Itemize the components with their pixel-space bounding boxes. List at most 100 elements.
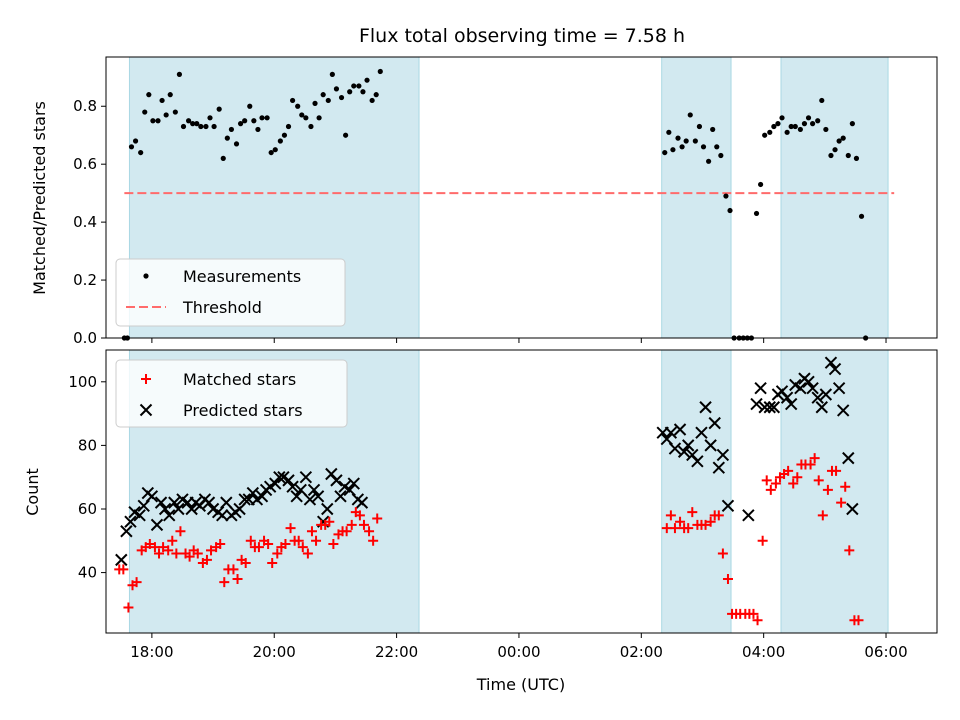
- matched-star-point: [722, 573, 733, 584]
- matched-star-point: [364, 526, 375, 537]
- predicted-star-point: [233, 502, 246, 516]
- predicted-star-point: [273, 470, 286, 484]
- measurement-point: [347, 89, 353, 95]
- predicted-star-point: [836, 404, 850, 417]
- matched-star-point: [783, 465, 794, 476]
- matched-star-point: [765, 484, 776, 495]
- measurement-point: [700, 144, 707, 150]
- predicted-star-point: [238, 493, 251, 506]
- predicted-star-point: [767, 401, 781, 414]
- matched-star-point: [228, 564, 239, 575]
- measurement-point: [320, 92, 326, 98]
- measurement-point: [228, 126, 235, 133]
- measurement-point: [351, 83, 357, 89]
- matched-star-point: [158, 542, 169, 553]
- legend-swatch-predicted: [139, 403, 153, 417]
- predicted-star-point: [828, 362, 842, 376]
- measurement-point: [299, 112, 305, 118]
- matched-star-point: [206, 545, 217, 556]
- measurement-point: [692, 138, 698, 144]
- measurement-point: [132, 138, 139, 144]
- matched-star-point: [683, 523, 694, 534]
- measurement-point: [377, 68, 383, 75]
- predicted-star-point: [303, 493, 317, 506]
- measurement-point: [767, 129, 773, 135]
- x-axis-label: Time (UTC): [476, 675, 565, 694]
- legend-label: Threshold: [182, 298, 262, 317]
- predicted-star-point: [842, 451, 855, 465]
- predicted-star-point: [832, 381, 846, 395]
- measurement-point: [723, 193, 729, 199]
- matched-star-point: [836, 497, 847, 508]
- measurement-point: [858, 213, 865, 219]
- predicted-star-point: [691, 455, 704, 468]
- matched-star-point: [267, 558, 278, 569]
- x-tick-label: 22:00: [375, 643, 418, 661]
- predicted-star-point: [712, 461, 726, 474]
- matched-star-point: [253, 542, 264, 553]
- predicted-star-point: [682, 439, 695, 452]
- x-tick-label: 02:00: [620, 643, 663, 661]
- y-tick-label: 0.6: [73, 155, 97, 173]
- predicted-star-point: [168, 496, 181, 509]
- y-tick-label: 0.4: [73, 213, 97, 231]
- measurement-point: [369, 97, 375, 104]
- observing-window: [780, 57, 889, 338]
- measurement-point: [295, 103, 301, 109]
- legend-label: Measurements: [183, 267, 301, 286]
- measurement-point: [224, 135, 230, 141]
- matched-star-point: [770, 478, 781, 489]
- x-tick-label: 04:00: [742, 643, 785, 661]
- measurement-point: [333, 86, 340, 92]
- matched-star-point: [328, 538, 339, 549]
- matched-star-point: [263, 538, 274, 549]
- matched-star-point: [805, 459, 816, 470]
- predicted-star-point: [742, 509, 755, 522]
- matched-star-point: [144, 538, 155, 549]
- measurement-point: [167, 92, 173, 98]
- matched-star-point: [245, 535, 256, 546]
- observing-window: [661, 350, 732, 633]
- measurement-point: [675, 135, 681, 141]
- measurement-point: [285, 123, 292, 130]
- predicted-star-point: [163, 509, 176, 522]
- measurement-point: [216, 106, 222, 112]
- matched-star-point: [713, 510, 724, 521]
- matched-star-point: [311, 535, 322, 546]
- matched-star-point: [118, 564, 129, 575]
- measurement-point: [220, 155, 226, 161]
- measurement-point: [159, 97, 165, 104]
- predicted-star-point: [290, 490, 303, 503]
- y-tick-label: 40: [78, 564, 97, 582]
- predicted-star-point: [347, 477, 360, 490]
- matched-star-point: [831, 465, 842, 476]
- matched-star-point: [280, 538, 291, 549]
- matched-star-point: [788, 478, 799, 489]
- measurement-point: [753, 210, 760, 217]
- bottom-y-axis-label: Count: [23, 468, 42, 516]
- matched-star-point: [717, 548, 728, 559]
- measurement-point: [312, 100, 318, 106]
- measurement-point: [190, 121, 196, 127]
- measurement-point: [194, 121, 200, 127]
- predicted-star-point: [846, 502, 859, 516]
- measurement-point: [662, 149, 668, 156]
- measurement-point: [845, 152, 851, 159]
- matched-star-point: [306, 526, 317, 537]
- predicted-star-point: [704, 439, 717, 452]
- measurement-point: [836, 138, 842, 144]
- measurement-point: [176, 71, 183, 77]
- predicted-star-point: [154, 496, 168, 509]
- matched-star-point: [372, 513, 383, 524]
- measurement-point: [259, 115, 265, 121]
- predicted-star-point: [330, 474, 343, 487]
- measurement-point: [128, 144, 135, 150]
- predicted-star-point: [806, 381, 819, 395]
- legend-box: [115, 359, 348, 428]
- predicted-star-point: [355, 496, 369, 509]
- matched-star-point: [341, 526, 352, 537]
- matched-star-point: [669, 523, 680, 534]
- predicted-star-point: [794, 381, 807, 395]
- measurement-point: [727, 207, 733, 214]
- measurement-point: [775, 121, 781, 127]
